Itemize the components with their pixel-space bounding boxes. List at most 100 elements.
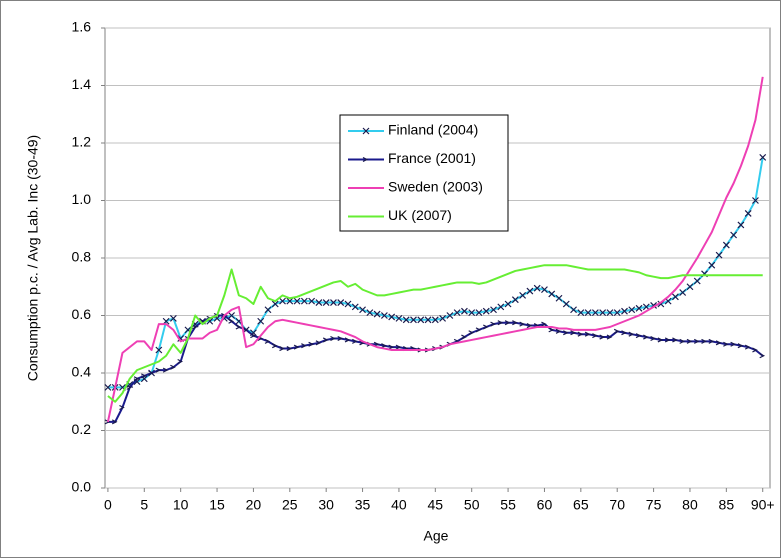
marker	[693, 277, 701, 285]
marker	[504, 300, 512, 308]
marker	[402, 316, 410, 324]
marker	[672, 337, 678, 343]
marker	[555, 328, 562, 334]
marker	[293, 297, 301, 305]
marker	[759, 353, 766, 359]
x-axis-label: Age	[424, 528, 449, 544]
marker	[613, 309, 621, 317]
marker	[169, 314, 177, 322]
marker	[657, 337, 664, 343]
marker	[570, 330, 576, 336]
marker	[548, 290, 556, 298]
marker	[628, 331, 635, 337]
marker	[337, 335, 344, 342]
marker	[366, 309, 374, 317]
x-tick-label: 15	[209, 497, 225, 513]
marker	[570, 306, 577, 314]
marker	[388, 344, 395, 350]
marker	[708, 261, 716, 269]
marker	[352, 338, 358, 344]
marker	[439, 314, 447, 322]
marker	[330, 299, 337, 306]
marker	[490, 306, 497, 314]
marker	[519, 291, 527, 299]
marker	[279, 297, 286, 305]
legend-box	[339, 114, 509, 232]
marker	[344, 300, 352, 308]
marker	[410, 316, 417, 324]
x-tick-label: 0	[104, 497, 112, 513]
marker	[526, 323, 533, 329]
marker	[671, 293, 679, 301]
marker	[752, 347, 758, 353]
marker	[468, 330, 475, 336]
marker	[715, 340, 722, 346]
marker	[431, 316, 439, 324]
y-tick-label: 0.8	[72, 249, 92, 265]
marker	[381, 343, 387, 349]
series-line	[107, 264, 763, 403]
x-tick-label: 80	[682, 497, 698, 513]
marker	[322, 299, 330, 306]
x-tick-label: 20	[246, 497, 262, 513]
y-tick-label: 0.0	[72, 479, 92, 495]
marker	[591, 309, 599, 317]
marker	[679, 338, 686, 344]
marker	[315, 299, 323, 306]
marker	[482, 307, 490, 315]
marker	[722, 241, 730, 249]
marker	[613, 328, 620, 334]
marker	[388, 313, 396, 321]
marker	[264, 338, 271, 344]
marker	[744, 344, 751, 350]
marker	[519, 321, 525, 327]
marker	[362, 127, 370, 135]
marker	[759, 153, 767, 161]
x-tick-label: 10	[173, 497, 189, 513]
x-tick-label: 70	[609, 497, 625, 513]
marker	[111, 419, 118, 425]
marker	[686, 283, 694, 291]
marker	[526, 287, 534, 295]
x-tick-label: 35	[355, 497, 371, 513]
marker	[599, 334, 606, 340]
marker	[541, 321, 547, 327]
marker	[475, 309, 483, 317]
marker	[301, 343, 307, 349]
y-tick-label: 1.6	[72, 19, 92, 35]
marker	[373, 310, 381, 318]
marker	[308, 341, 314, 347]
marker	[362, 156, 369, 163]
marker	[119, 404, 125, 411]
marker	[264, 306, 272, 314]
legend-label: Finland (2004)	[388, 122, 478, 138]
x-tick-label: 60	[537, 497, 553, 513]
y-tick-label: 0.2	[72, 421, 92, 437]
marker	[330, 335, 336, 342]
marker	[300, 297, 308, 305]
marker	[286, 297, 294, 305]
marker	[475, 327, 482, 333]
y-tick-label: 0.4	[72, 364, 92, 380]
x-tick-label: 40	[391, 497, 407, 513]
marker	[562, 300, 570, 308]
marker	[563, 330, 569, 336]
marker	[592, 333, 598, 339]
x-tick-label: 90+	[751, 497, 775, 513]
marker	[461, 334, 467, 340]
marker	[446, 312, 454, 319]
x-tick-label: 30	[318, 497, 334, 513]
marker	[315, 340, 322, 346]
marker	[468, 309, 476, 317]
x-tick-label: 65	[573, 497, 589, 513]
marker	[490, 321, 496, 327]
marker	[271, 300, 279, 308]
marker	[577, 331, 584, 337]
marker	[723, 341, 729, 347]
marker	[584, 309, 592, 317]
marker	[235, 324, 242, 330]
marker	[395, 314, 403, 322]
marker	[155, 367, 162, 373]
marker	[257, 317, 265, 325]
marker	[286, 346, 293, 352]
